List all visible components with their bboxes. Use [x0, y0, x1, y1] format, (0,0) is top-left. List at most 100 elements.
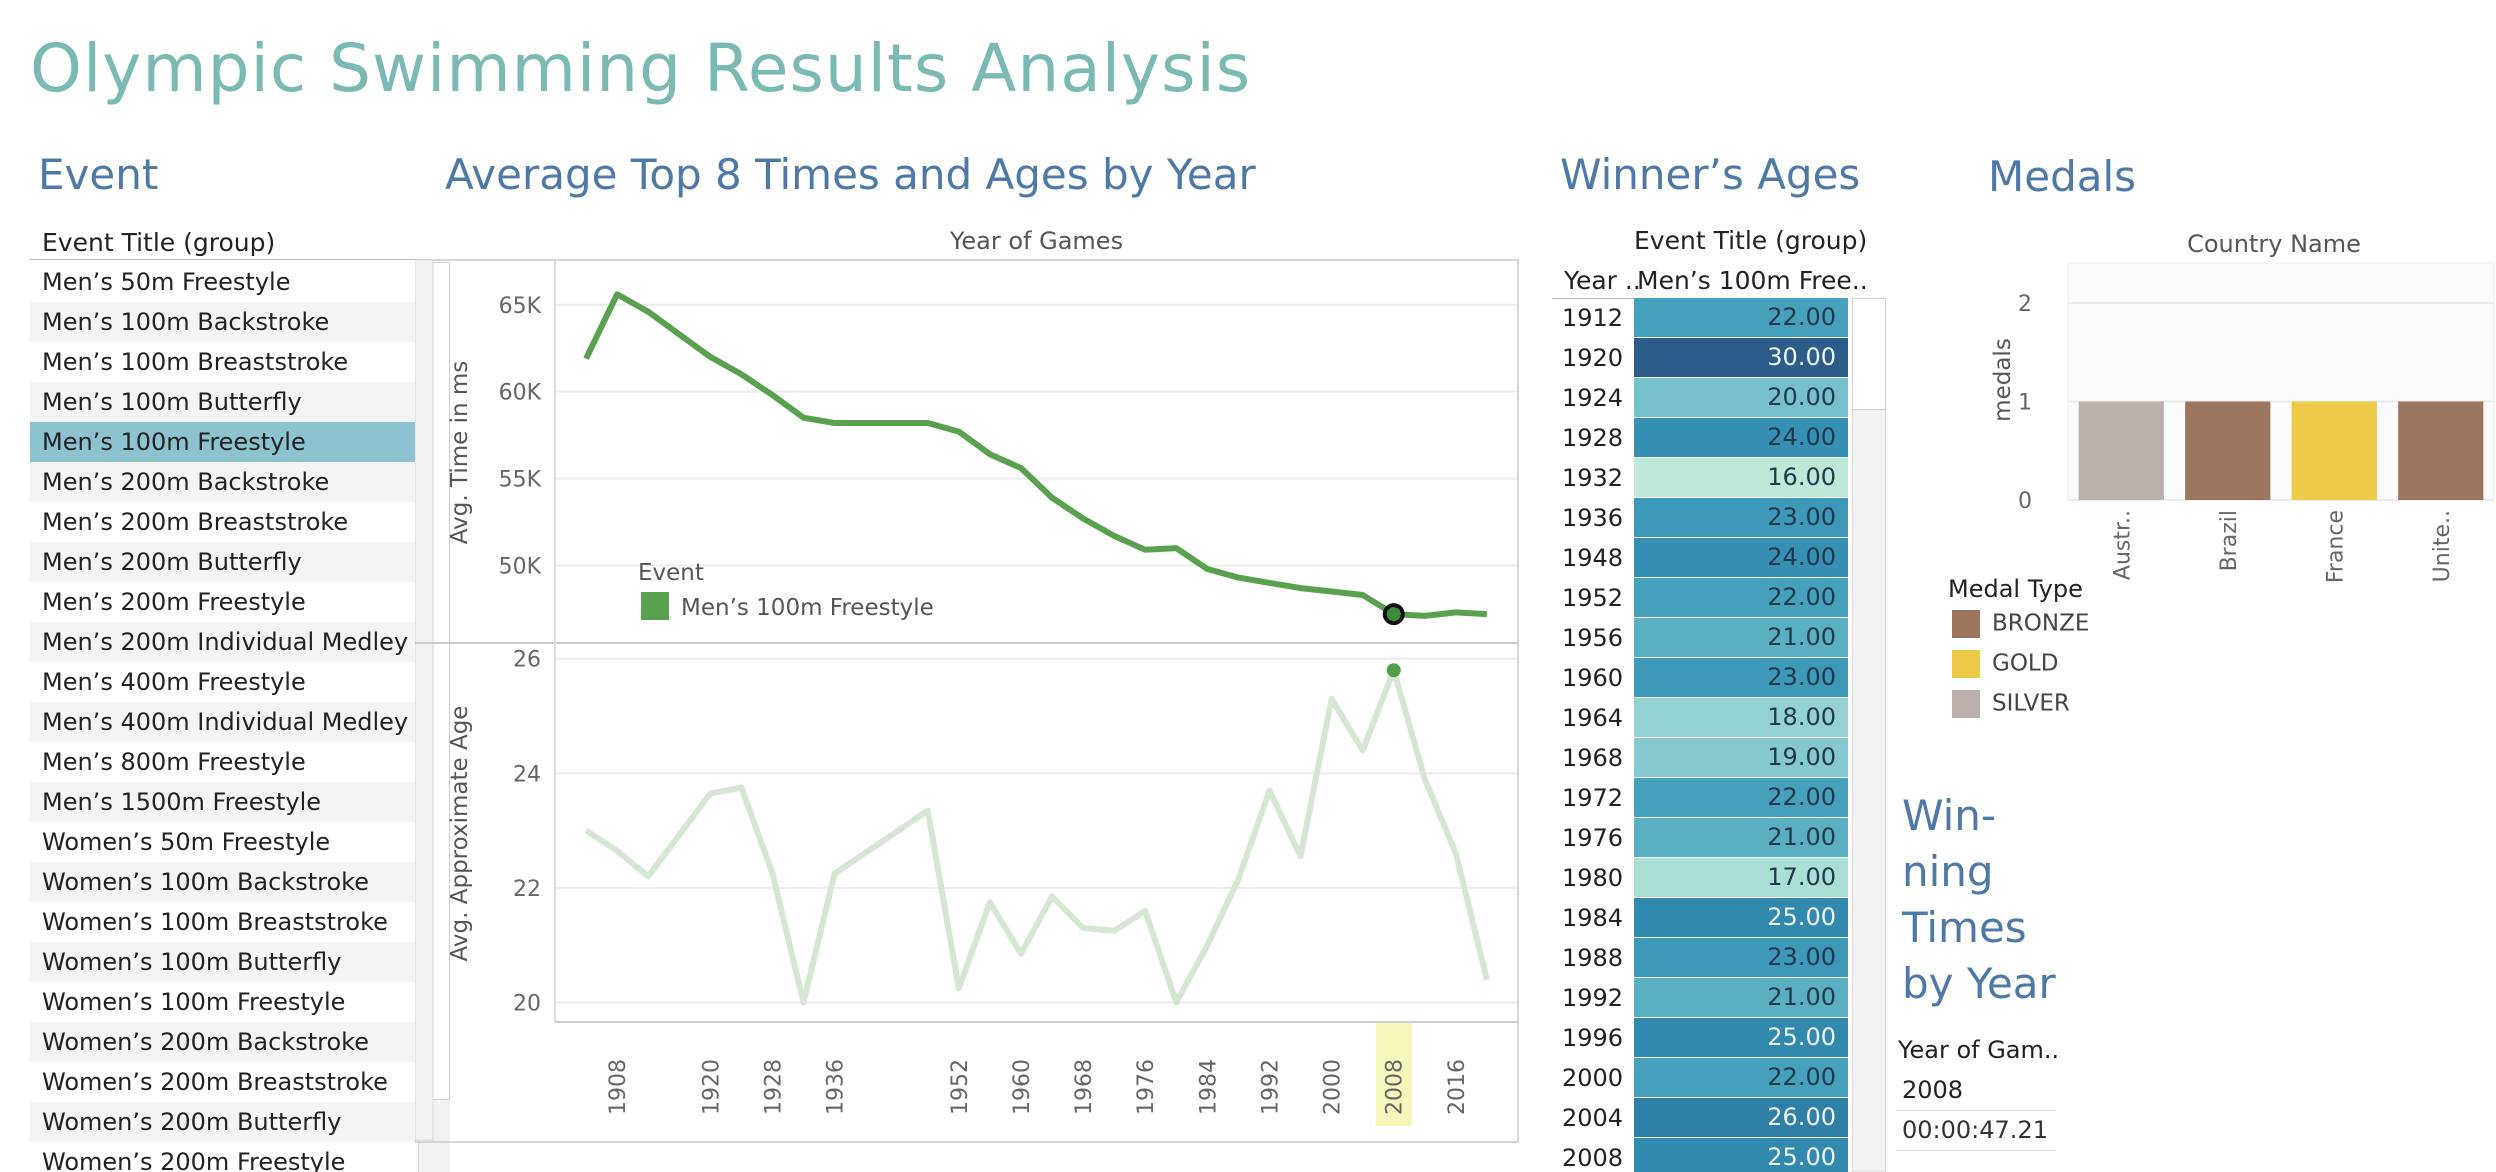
- series-line[interactable]: [583, 291, 1488, 619]
- legend-label: SILVER: [1992, 690, 2070, 717]
- medal-bar[interactable]: [2185, 401, 2271, 501]
- ages-table-row[interactable]: 1924 20.00: [1552, 378, 1850, 418]
- event-list-item[interactable]: Women’s 50m Freestyle: [42, 828, 331, 856]
- ages-table-scroll-thumb[interactable]: [1852, 298, 1886, 410]
- ages-table-row[interactable]: 1948 24.00: [1552, 538, 1850, 578]
- ages-value-cell[interactable]: 26.00: [1634, 1098, 1848, 1137]
- ages-table[interactable]: 1912 22.00 1920 30.00 1924 20.00 1928 24.00 1932…: [1552, 298, 1850, 1172]
- event-list-item[interactable]: Men’s 400m Freestyle: [42, 668, 306, 696]
- ages-table-row[interactable]: 1980 17.00: [1552, 858, 1850, 898]
- ages-table-row[interactable]: 1928 24.00: [1552, 418, 1850, 458]
- ages-value-cell[interactable]: 21.00: [1634, 818, 1848, 857]
- ages-table-row[interactable]: 1952 22.00: [1552, 578, 1850, 618]
- ages-table-row[interactable]: 1996 25.00: [1552, 1018, 1850, 1058]
- ages-value-cell[interactable]: 23.00: [1634, 498, 1848, 537]
- selected-point-marker[interactable]: [1382, 603, 1405, 626]
- ages-table-row[interactable]: 2004 26.00: [1552, 1098, 1850, 1138]
- ages-value-cell[interactable]: 18.00: [1634, 698, 1848, 737]
- line-chart[interactable]: Year of Games 50K 55K 60K 65K Avg. Time in m…: [415, 225, 1535, 1145]
- event-list-item[interactable]: Men’s 100m Breaststroke: [42, 348, 349, 376]
- event-list-item[interactable]: Women’s 100m Butterfly: [30, 942, 444, 982]
- event-list-item[interactable]: Women’s 200m Breaststroke: [42, 1068, 388, 1096]
- winning-year-value[interactable]: 2008: [1902, 1076, 1964, 1104]
- event-list-item[interactable]: Men’s 100m Backstroke: [30, 302, 444, 342]
- ages-value-cell[interactable]: 22.00: [1634, 578, 1848, 617]
- ages-table-row[interactable]: 1960 23.00: [1552, 658, 1850, 698]
- event-list-item[interactable]: Women’s 100m Breaststroke: [42, 908, 388, 936]
- ages-year-cell: 1992: [1562, 984, 1624, 1012]
- medal-legend-item[interactable]: GOLD: [1952, 650, 2058, 690]
- ages-value-cell[interactable]: 23.00: [1634, 938, 1848, 977]
- ages-table-row[interactable]: 1932 16.00: [1552, 458, 1850, 498]
- event-list-item[interactable]: Men’s 200m Individual Medley: [30, 622, 444, 662]
- ages-value-cell[interactable]: 21.00: [1634, 618, 1848, 657]
- ages-table-row[interactable]: 1968 19.00: [1552, 738, 1850, 778]
- event-list-item[interactable]: Men’s 1500m Freestyle: [30, 782, 444, 822]
- line-legend-item[interactable]: Men’s 100m Freestyle: [681, 595, 934, 621]
- winning-year-field-label: Year of Gam..: [1898, 1036, 2060, 1064]
- medal-legend-item[interactable]: SILVER: [1952, 690, 2070, 730]
- x-tick-label: 1920: [699, 1059, 724, 1115]
- event-list-item[interactable]: Men’s 100m Butterfly: [30, 382, 444, 422]
- event-list-item[interactable]: Men’s 800m Freestyle: [42, 748, 306, 776]
- event-list[interactable]: Men’s 50m Freestyle Men’s 100m Backstroke…: [30, 262, 444, 1172]
- y-tick-label: 2: [2018, 292, 2032, 317]
- line-legend-title: Event: [638, 560, 704, 586]
- ages-value-cell[interactable]: 22.00: [1634, 298, 1848, 337]
- ages-value-cell[interactable]: 21.00: [1634, 978, 1848, 1017]
- event-list-item[interactable]: Men’s 200m Butterfly: [30, 542, 444, 582]
- ages-value-cell[interactable]: 20.00: [1634, 378, 1848, 417]
- ages-value-cell[interactable]: 19.00: [1634, 738, 1848, 777]
- ages-table-row[interactable]: 1964 18.00: [1552, 698, 1850, 738]
- ages-table-row[interactable]: 1984 25.00: [1552, 898, 1850, 938]
- ages-table-row[interactable]: 1956 21.00: [1552, 618, 1850, 658]
- ages-table-row[interactable]: 1972 22.00: [1552, 778, 1850, 818]
- ages-value-cell[interactable]: 30.00: [1634, 338, 1848, 377]
- event-list-header: Event Title (group): [30, 228, 442, 260]
- event-list-item[interactable]: Men’s 200m Freestyle: [42, 588, 306, 616]
- event-list-item[interactable]: Men’s 200m Backstroke: [30, 462, 444, 502]
- ages-table-row[interactable]: 1912 22.00: [1552, 298, 1850, 338]
- ages-value-cell[interactable]: 17.00: [1634, 858, 1848, 897]
- ages-value-cell[interactable]: 25.00: [1634, 1018, 1848, 1057]
- ages-value-cell[interactable]: 22.00: [1634, 778, 1848, 817]
- medals-y-label: medals: [1990, 338, 2016, 422]
- event-list-item[interactable]: Women’s 200m Butterfly: [30, 1102, 444, 1142]
- ages-table-row[interactable]: 2008 25.00: [1552, 1138, 1850, 1172]
- medal-legend-title: Medal Type: [1948, 575, 2083, 603]
- ages-value-cell[interactable]: 22.00: [1634, 1058, 1848, 1097]
- event-list-item[interactable]: Men’s 400m Individual Medley: [30, 702, 444, 742]
- medal-bar[interactable]: [2398, 401, 2484, 501]
- event-list-item[interactable]: Women’s 200m Backstroke: [30, 1022, 444, 1062]
- ages-value-cell[interactable]: 24.00: [1634, 418, 1848, 457]
- ages-table-row[interactable]: 1992 21.00: [1552, 978, 1850, 1018]
- ages-table-row[interactable]: 1976 21.00: [1552, 818, 1850, 858]
- ages-table-row[interactable]: 1988 23.00: [1552, 938, 1850, 978]
- x-tick-label: 1968: [1072, 1059, 1097, 1115]
- medal-legend-item[interactable]: BRONZE: [1952, 610, 2089, 650]
- medal-bar[interactable]: [2078, 401, 2164, 501]
- event-list-item[interactable]: Women’s 100m Backstroke: [30, 862, 444, 902]
- ages-value-cell[interactable]: 25.00: [1634, 898, 1848, 937]
- ages-table-row[interactable]: 1936 23.00: [1552, 498, 1850, 538]
- event-list-item[interactable]: Men’s 200m Breaststroke: [42, 508, 349, 536]
- ages-table-row[interactable]: 1920 30.00: [1552, 338, 1850, 378]
- medal-bar[interactable]: [2291, 401, 2377, 501]
- ages-table-scrollbar[interactable]: [1852, 298, 1886, 1172]
- ages-value-cell[interactable]: 23.00: [1634, 658, 1848, 697]
- ages-table-row[interactable]: 2000 22.00: [1552, 1058, 1850, 1098]
- ages-value-cell[interactable]: 24.00: [1634, 538, 1848, 577]
- event-list-item[interactable]: Men’s 50m Freestyle: [42, 268, 291, 296]
- event-list-item[interactable]: Women’s 100m Freestyle: [42, 988, 346, 1016]
- selected-age-marker[interactable]: [1386, 663, 1401, 678]
- medals-chart-title: Country Name: [2187, 230, 2361, 258]
- series-line[interactable]: [584, 667, 1490, 1006]
- legend-swatch: [1952, 650, 1980, 678]
- ages-year-cell: 1960: [1562, 664, 1624, 692]
- event-list-item[interactable]: Women’s 200m Freestyle: [42, 1148, 346, 1172]
- ages-value-cell[interactable]: 16.00: [1634, 458, 1848, 497]
- x-axis-ticks: 1908 1920 1928 1936 1952 1960 1968 1976 1984 1992…: [606, 1059, 1470, 1115]
- ages-value-cell[interactable]: 25.00: [1634, 1138, 1848, 1172]
- event-list-item[interactable]: Men’s 100m Freestyle: [30, 422, 444, 462]
